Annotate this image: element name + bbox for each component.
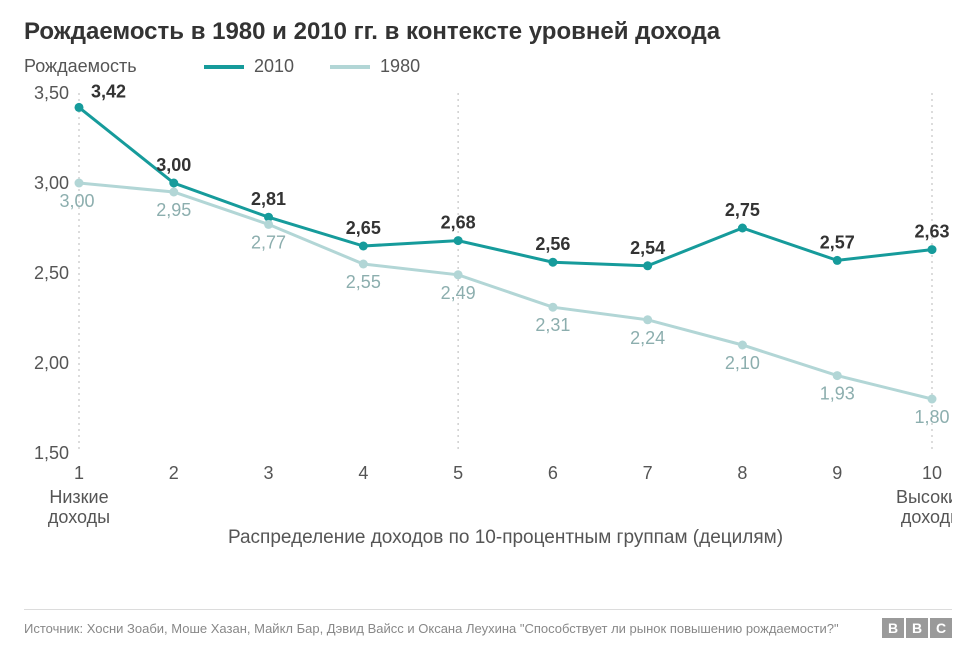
series-marker xyxy=(169,179,178,188)
chart-container: Рождаемость в 1980 и 2010 гг. в контекст… xyxy=(0,0,976,648)
y-tick-label: 3,50 xyxy=(34,83,69,103)
y-tick-label: 1,50 xyxy=(34,443,69,463)
x-tick-label: 9 xyxy=(832,463,842,483)
value-label: 2,77 xyxy=(251,232,286,252)
series-marker xyxy=(738,224,747,233)
logo-letter: C xyxy=(930,618,952,638)
legend-label-2010: 2010 xyxy=(254,56,294,77)
logo-letter: B xyxy=(906,618,928,638)
footer: Источник: Хосни Зоаби, Моше Хазан, Майкл… xyxy=(24,609,952,638)
value-label: 2,54 xyxy=(630,238,665,258)
x-tick-label: 5 xyxy=(453,463,463,483)
series-marker xyxy=(928,245,937,254)
value-label: 2,24 xyxy=(630,328,665,348)
series-marker xyxy=(454,236,463,245)
value-label: 2,55 xyxy=(346,272,381,292)
value-label: 2,68 xyxy=(441,213,476,233)
series-marker xyxy=(548,258,557,267)
x-tick-label: 2 xyxy=(169,463,179,483)
series-marker xyxy=(75,103,84,112)
series-marker xyxy=(833,371,842,380)
x-sublabel-high: доходы xyxy=(901,507,952,527)
plot-area: 1,502,002,503,003,5012345678910Низкиедох… xyxy=(24,83,952,553)
value-label: 2,10 xyxy=(725,353,760,373)
x-tick-label: 3 xyxy=(264,463,274,483)
x-sublabel-low: Низкие xyxy=(49,487,108,507)
value-label: 3,00 xyxy=(156,155,191,175)
series-marker xyxy=(359,242,368,251)
series-marker xyxy=(359,260,368,269)
y-tick-label: 2,50 xyxy=(34,263,69,283)
value-label: 1,93 xyxy=(820,384,855,404)
series-marker xyxy=(928,395,937,404)
source-text: Источник: Хосни Зоаби, Моше Хазан, Майкл… xyxy=(24,621,839,636)
x-sublabel-high: Высокие xyxy=(896,487,952,507)
series-marker xyxy=(643,315,652,324)
series-line xyxy=(79,107,932,265)
value-label: 2,56 xyxy=(535,234,570,254)
logo-letter: B xyxy=(882,618,904,638)
y-tick-label: 2,00 xyxy=(34,353,69,373)
series-marker xyxy=(169,188,178,197)
value-label: 2,49 xyxy=(441,283,476,303)
value-label: 3,00 xyxy=(59,191,94,211)
value-label: 2,65 xyxy=(346,218,381,238)
x-sublabel-low: доходы xyxy=(48,507,110,527)
series-line xyxy=(79,183,932,399)
series-marker xyxy=(454,270,463,279)
series-marker xyxy=(548,303,557,312)
x-tick-label: 1 xyxy=(74,463,84,483)
value-label: 2,57 xyxy=(820,232,855,252)
series-marker xyxy=(75,179,84,188)
x-tick-label: 10 xyxy=(922,463,942,483)
value-label: 2,95 xyxy=(156,200,191,220)
x-tick-label: 6 xyxy=(548,463,558,483)
series-marker xyxy=(833,256,842,265)
x-tick-label: 8 xyxy=(737,463,747,483)
legend-item-1980: 1980 xyxy=(330,56,420,77)
legend-item-2010: 2010 xyxy=(204,56,294,77)
value-label: 3,42 xyxy=(91,83,126,101)
legend-swatch-2010 xyxy=(204,65,244,69)
legend-swatch-1980 xyxy=(330,65,370,69)
bbc-logo: B B C xyxy=(882,618,952,638)
y-axis-label: Рождаемость xyxy=(24,56,204,77)
chart-title: Рождаемость в 1980 и 2010 гг. в контекст… xyxy=(24,18,952,46)
value-label: 2,31 xyxy=(535,315,570,335)
value-label: 2,75 xyxy=(725,200,760,220)
chart-svg: 1,502,002,503,003,5012345678910Низкиедох… xyxy=(24,83,952,553)
value-label: 1,80 xyxy=(914,407,949,427)
x-axis-title: Распределение доходов по 10-процентным г… xyxy=(228,527,783,548)
series-marker xyxy=(738,341,747,350)
legend-label-1980: 1980 xyxy=(380,56,420,77)
series-marker xyxy=(264,220,273,229)
series-marker xyxy=(643,261,652,270)
y-tick-label: 3,00 xyxy=(34,173,69,193)
legend-row: Рождаемость 2010 1980 xyxy=(24,56,952,77)
x-tick-label: 7 xyxy=(643,463,653,483)
value-label: 2,81 xyxy=(251,189,286,209)
x-tick-label: 4 xyxy=(358,463,368,483)
value-label: 2,63 xyxy=(914,222,949,242)
